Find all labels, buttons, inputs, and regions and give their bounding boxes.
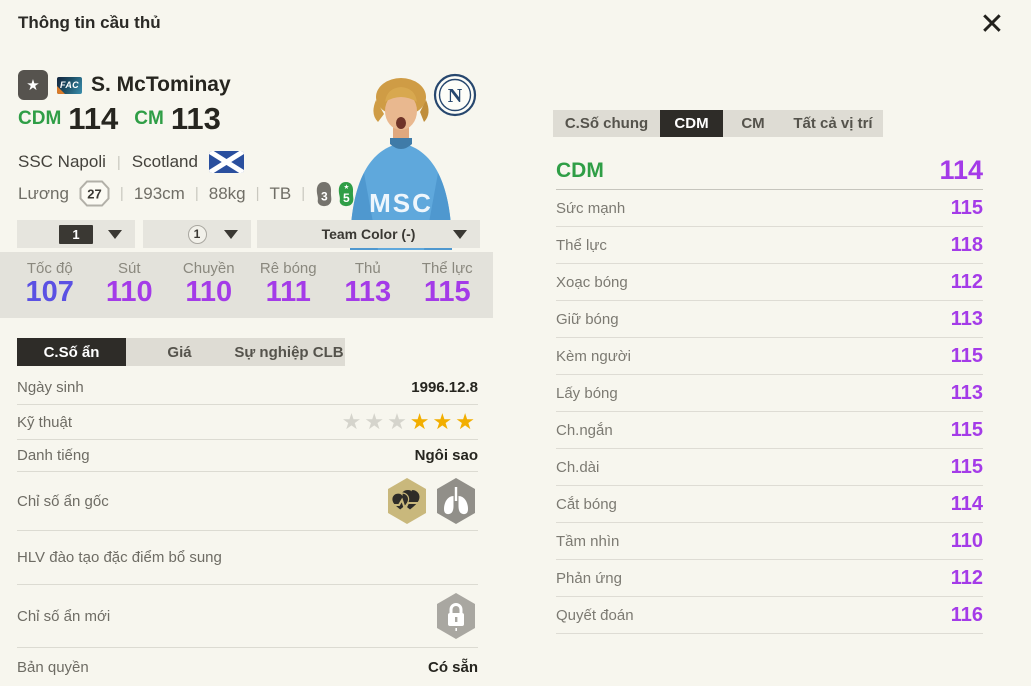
stat-row-strength: Sức mạnh 115 xyxy=(556,190,983,227)
row-birthdate: Ngày sinh 1996.12.8 xyxy=(17,370,478,405)
tab-cdm[interactable]: CDM xyxy=(660,110,723,137)
weak-foot-boot-icon: 3 xyxy=(316,181,332,206)
nation-name: Scotland xyxy=(131,152,198,171)
star-filled-icon: ★ xyxy=(455,409,478,434)
tab-all-positions[interactable]: Tất cả vị trí xyxy=(783,110,883,137)
primary-position: CDM 114 xyxy=(18,103,118,134)
row-coach-training: HLV đào tạo đặc điểm bổ sung xyxy=(17,531,478,585)
row-license: Bản quyền Có sẵn xyxy=(17,658,478,676)
level-dropdown[interactable]: 1 xyxy=(143,220,251,248)
height-value: 193cm xyxy=(133,183,185,203)
chevron-down-icon xyxy=(453,230,467,239)
tab-club-career[interactable]: Sự nghiệp CLB xyxy=(233,338,345,366)
stat-row-determination: Quyết đoán 116 xyxy=(556,597,983,634)
stat-row-ball-control: Giữ bóng 113 xyxy=(556,301,983,338)
player-header: ★ FAC S. McTominay xyxy=(18,70,231,100)
skill-star-rating: ★★★★★★ xyxy=(342,411,478,433)
salary-badge: 27 xyxy=(79,180,110,207)
player-name: S. McTominay xyxy=(91,73,231,96)
left-tab-bar: C.Số ẩn Giá Sự nghiệp CLB xyxy=(17,338,345,366)
separator: | xyxy=(119,185,124,202)
stat-row-short-pass: Ch.ngắn 115 xyxy=(556,412,983,449)
star-filled-icon: ★ xyxy=(432,409,456,434)
salary-label: Lương xyxy=(18,183,69,203)
stat-passing: Chuyền 110 xyxy=(182,260,235,308)
separator: | xyxy=(301,185,306,202)
stat-row-reactions: Phản ứng 112 xyxy=(556,560,983,597)
page-title: Thông tin cầu thủ xyxy=(18,13,161,32)
team-color-dropdown[interactable]: Team Color (-) xyxy=(257,220,480,248)
right-tab-bar: C.Số chung CDM CM Tất cả vị trí xyxy=(553,110,883,137)
svg-text:3: 3 xyxy=(321,189,328,203)
hidden-stats-table: Ngày sinh 1996.12.8 Kỹ thuật ★★★★★★ Danh… xyxy=(17,370,478,686)
dropdown-value: 1 xyxy=(59,224,93,244)
position-rating: 113 xyxy=(170,101,221,136)
stat-row-long-pass: Ch.dài 115 xyxy=(556,449,983,486)
salary-value: 27 xyxy=(87,187,101,202)
star-filled-icon: ★ xyxy=(409,409,433,434)
stat-row-stamina: Thể lực 118 xyxy=(556,227,983,264)
strong-foot-boot-icon: ★ 5 xyxy=(338,181,354,206)
scotland-flag-icon xyxy=(208,151,244,173)
position-detail-header: CDM 114 xyxy=(556,152,983,190)
club-name: SSC Napoli xyxy=(18,152,106,171)
stat-row-marking: Kèm người 115 xyxy=(556,338,983,375)
stat-speed: Tốc độ 107 xyxy=(25,260,74,308)
row-fame: Danh tiếng Ngôi sao xyxy=(17,440,478,472)
tab-general-stats[interactable]: C.Số chung xyxy=(553,110,660,137)
chevron-down-icon xyxy=(108,230,122,239)
lock-icon xyxy=(437,593,475,639)
separator: | xyxy=(194,185,199,202)
secondary-position: CM 113 xyxy=(134,103,221,134)
foot-label: TB xyxy=(269,183,292,203)
svg-text:5: 5 xyxy=(343,191,350,205)
position-stat-list: Sức mạnh 115 Thể lực 118 Xoạc bóng 112 G… xyxy=(556,190,983,634)
club-logo-napoli: N xyxy=(433,73,477,122)
svg-text:★: ★ xyxy=(344,183,350,191)
player-details-row: Lương 27 | 193cm | 88kg | TB | 3 ★ 5 xyxy=(18,180,356,207)
main-stats-bar: Tốc độ 107 Sút 110 Chuyền 110 Rê bóng 11… xyxy=(0,252,493,318)
row-skill-moves: Kỹ thuật ★★★★★★ xyxy=(17,405,478,440)
separator: | xyxy=(255,185,260,202)
heart-trait-icon[interactable] xyxy=(385,477,429,525)
club-logo-letter: N xyxy=(448,85,463,107)
stat-shooting: Sút 110 xyxy=(105,260,153,308)
stat-row-interception: Cắt bóng 114 xyxy=(556,486,983,523)
weight-value: 88kg xyxy=(208,183,246,203)
close-icon: ✕ xyxy=(979,8,1005,41)
stat-row-vision: Tầm nhìn 110 xyxy=(556,523,983,560)
star-empty-icon: ★ xyxy=(364,409,388,434)
club-nation-row: SSC Napoli | Scotland xyxy=(18,151,244,173)
tab-cm[interactable]: CM xyxy=(723,110,783,137)
close-button[interactable]: ✕ xyxy=(968,2,1016,48)
star-empty-icon: ★ xyxy=(387,409,410,434)
lungs-trait-icon[interactable] xyxy=(434,477,478,525)
stat-dribbling: Rê bóng 111 xyxy=(259,260,317,308)
star-icon: ★ xyxy=(26,77,40,94)
row-hidden-traits: Chỉ số ẩn gốc xyxy=(17,472,478,531)
position-label: CM xyxy=(134,108,164,129)
dropdown-value: Team Color (-) xyxy=(321,226,416,242)
position-rating: 114 xyxy=(68,101,119,136)
foot-skill-icons: 3 ★ 5 xyxy=(315,181,356,207)
stat-row-standing-tackle: Lấy bóng 113 xyxy=(556,375,983,412)
favorite-star-badge[interactable]: ★ xyxy=(18,70,48,100)
separator: | xyxy=(116,153,121,171)
dropdown-value: 1 xyxy=(187,224,207,244)
chevron-down-icon xyxy=(224,230,238,239)
tab-price[interactable]: Giá xyxy=(126,338,233,366)
shirt-sponsor-text: MSC xyxy=(369,188,433,218)
row-new-hidden-stats: Chỉ số ẩn mới xyxy=(17,585,478,648)
stat-defending: Thủ 113 xyxy=(344,260,392,308)
stat-physical: Thể lực 115 xyxy=(421,260,473,308)
position-ratings: CDM 114 CM 113 xyxy=(18,103,221,134)
position-label: CDM xyxy=(18,108,62,129)
tab-hidden-stats[interactable]: C.Số ẩn xyxy=(17,338,126,366)
fac-badge: FAC xyxy=(57,76,82,94)
squad-number-dropdown[interactable]: 1 xyxy=(17,220,135,248)
star-empty-icon: ★ xyxy=(341,409,365,434)
stat-row-sliding-tackle: Xoạc bóng 112 xyxy=(556,264,983,301)
